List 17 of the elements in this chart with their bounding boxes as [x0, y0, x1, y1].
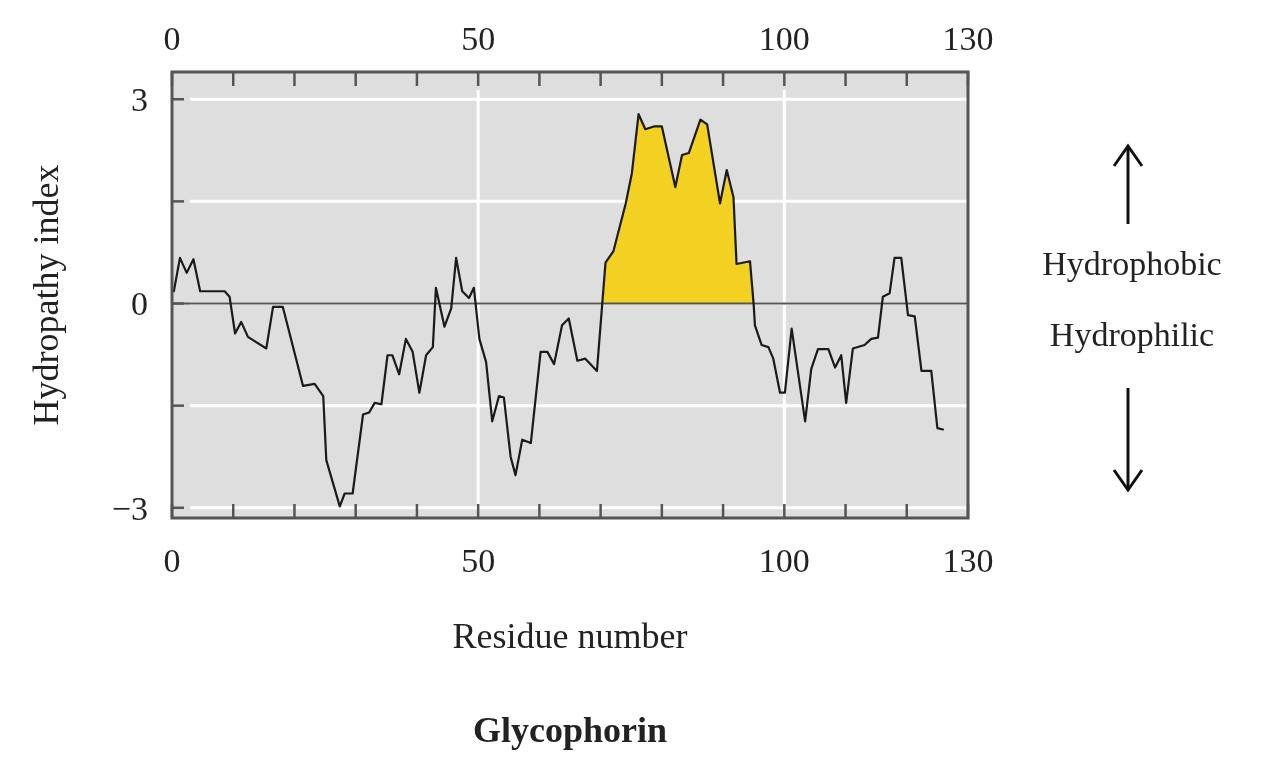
x-tick-label: 130 [942, 20, 994, 57]
x2-tick-label: 0 [163, 542, 181, 579]
x2-tick-label: 130 [942, 542, 994, 579]
line-series [172, 113, 944, 508]
x-axis-title: Residue number [452, 616, 688, 656]
x2-tick-label: 100 [758, 542, 810, 579]
text: Glycophorin [472, 710, 668, 750]
x-tick-label: 0 [163, 20, 181, 57]
y-tick-label: −3 [111, 489, 148, 527]
y-tick-label: 3 [131, 81, 148, 119]
y-tick-label: 0 [131, 285, 148, 323]
y-axis-title: Hydropathy index [26, 164, 66, 426]
text: Hydrophobic [1042, 245, 1222, 282]
text: Hydrophilic [1049, 316, 1215, 353]
x-tick-label: 100 [758, 20, 810, 57]
x2-tick-label: 50 [461, 542, 496, 579]
x-tick-label: 50 [461, 20, 496, 57]
